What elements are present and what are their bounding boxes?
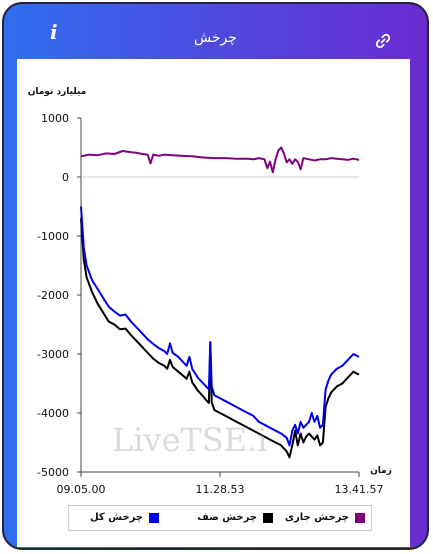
chart: 1000 0 -1000 -2000 -3000 -4000 -5000 09.05.00 11… [28,87,392,496]
y-tick-label: 1000 [41,112,69,125]
watermark: LiveTSE.i [112,421,268,459]
y-axis-label: میلیارد تومان [28,87,87,97]
info-icon[interactable]: i [50,20,58,44]
link-icon[interactable] [375,33,391,49]
legend-item-current[interactable]: چرخش جاری [279,511,365,525]
series-line-1 [80,218,360,459]
chart-panel: 1000 0 -1000 -2000 -3000 -4000 -5000 09.05.00 11… [17,59,410,547]
legend-label-total: چرخش کل [90,512,143,523]
y-tick-label: -3000 [37,348,69,361]
legend-item-queue[interactable]: چرخش صف [177,511,273,525]
x-axis-label: زمان [370,466,392,476]
x-tick-label: 11.28.53 [196,483,245,496]
y-tick-label: -4000 [37,407,69,420]
app-frame: i چرخش 1000 0 -1000 -2000 -3000 -4000 -5000 09.… [2,2,429,550]
legend-swatch-queue [263,513,273,523]
y-tick-label: -2000 [37,289,69,302]
chart-legend: چرخش کل چرخش صف چرخش جاری [68,505,372,531]
legend-item-total[interactable]: چرخش کل [77,511,159,525]
y-tick-label: -5000 [37,466,69,479]
header-bar: i چرخش [4,4,427,60]
y-tick-label: 0 [62,171,69,184]
legend-swatch-current [355,513,365,523]
legend-label-current: چرخش جاری [284,512,349,523]
legend-swatch-total [149,513,159,523]
y-tick-label: -1000 [37,230,69,243]
legend-label-queue: چرخش صف [197,512,257,523]
page-title: چرخش [194,30,237,46]
x-tick-label: 13.41.57 [335,483,384,496]
series-line-2 [80,146,360,174]
x-tick-label: 09.05.00 [57,483,106,496]
series-line-0 [80,206,360,447]
